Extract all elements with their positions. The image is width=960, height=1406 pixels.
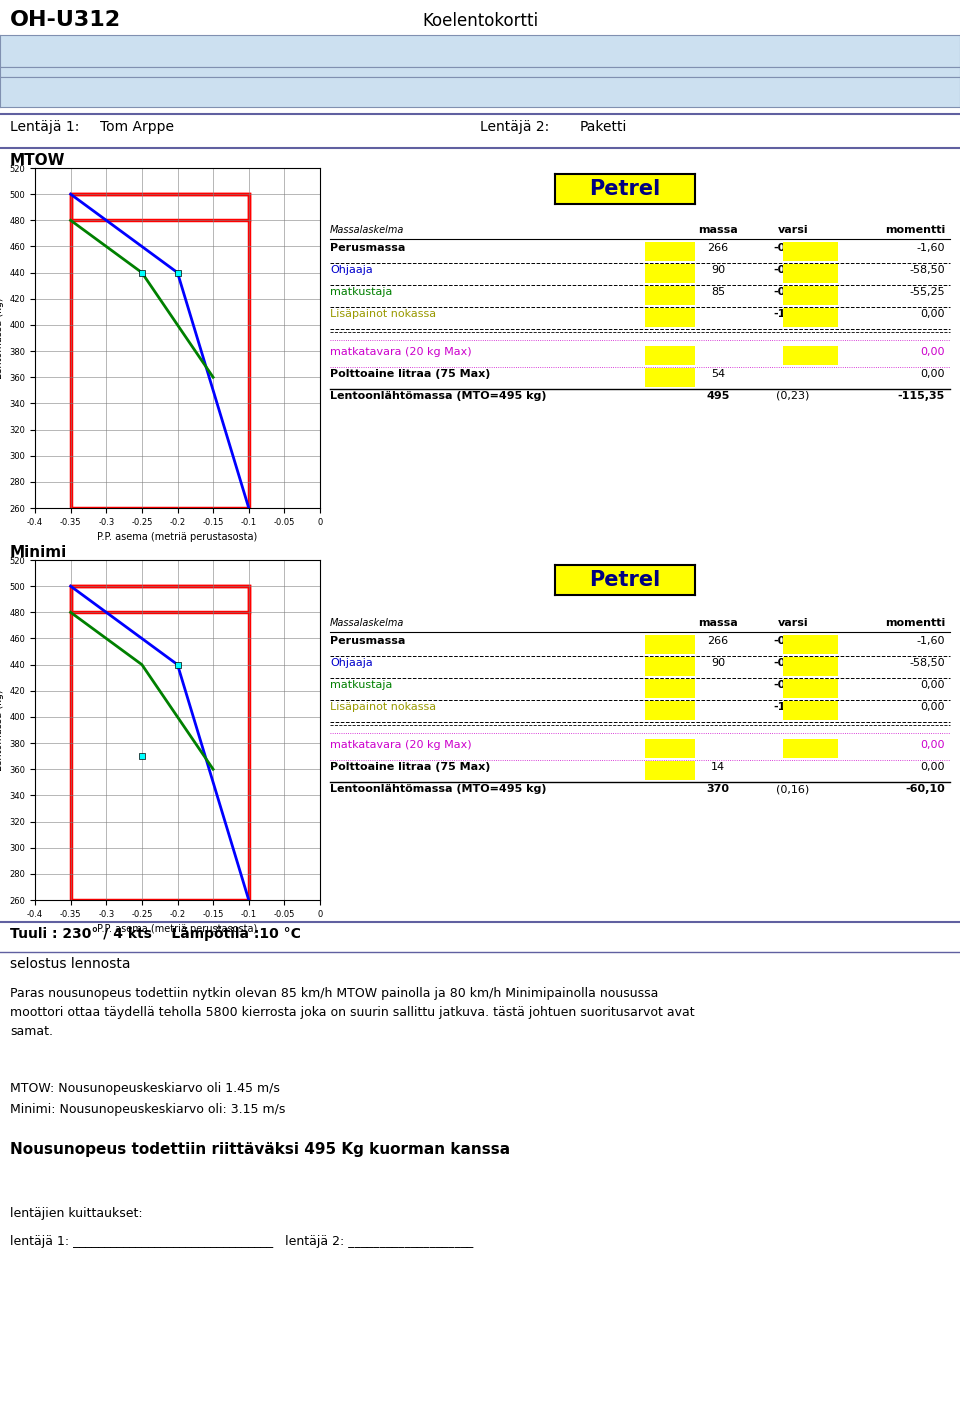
Text: -0,006: -0,006: [773, 636, 813, 645]
Text: Lasku: 17:03: Lasku: 17:03: [560, 83, 660, 97]
X-axis label: P.P. asema (metriä perustasosta): P.P. asema (metriä perustasosta): [97, 924, 257, 934]
Text: -1,60: -1,60: [917, 636, 945, 645]
Text: 0,00: 0,00: [921, 309, 945, 319]
Text: matkatavara (20 kg Max): matkatavara (20 kg Max): [330, 347, 471, 357]
Bar: [71, 194, 249, 221]
Text: Lentäjä 2:: Lentäjä 2:: [480, 120, 549, 134]
Text: -55,25: -55,25: [909, 287, 945, 297]
Text: 14: 14: [711, 762, 725, 772]
Text: -1,60: -1,60: [917, 243, 945, 253]
Text: 370: 370: [707, 785, 730, 794]
Text: 75: 75: [662, 368, 678, 380]
Text: 266: 266: [659, 636, 682, 645]
Text: Polttoaine litraa (75 Max): Polttoaine litraa (75 Max): [330, 762, 491, 772]
Text: Lähtö: 16:31: Lähtö: 16:31: [390, 83, 490, 97]
Bar: [71, 586, 249, 612]
Text: -58,50: -58,50: [909, 264, 945, 276]
Text: Lisäpainot nokassa: Lisäpainot nokassa: [330, 702, 436, 711]
Text: Nro: 9: Nro: 9: [10, 41, 59, 55]
Text: -115,35: -115,35: [898, 391, 945, 401]
Text: MTOW: MTOW: [10, 153, 65, 167]
Text: matkustaja: matkustaja: [330, 287, 393, 297]
Text: 20: 20: [662, 762, 678, 772]
Text: 266: 266: [708, 243, 729, 253]
Text: selostus lennosta: selostus lennosta: [10, 957, 131, 972]
Text: 54: 54: [711, 368, 725, 380]
Text: matkustaja: matkustaja: [330, 681, 393, 690]
Text: Ohjaaja: Ohjaaja: [330, 264, 372, 276]
Text: varsi: varsi: [778, 225, 808, 235]
Text: Lentäjä 1:: Lentäjä 1:: [10, 120, 80, 134]
Text: -0,650: -0,650: [773, 681, 813, 690]
Text: (0,16): (0,16): [777, 785, 809, 794]
Text: pvm: 01.10.08: pvm: 01.10.08: [838, 41, 950, 55]
Text: 90: 90: [662, 264, 678, 276]
Text: Nousunopeus todettiin riittäväksi 495 Kg kuorman kanssa: Nousunopeus todettiin riittäväksi 495 Kg…: [10, 1142, 510, 1157]
X-axis label: P.P. asema (metriä perustasosta): P.P. asema (metriä perustasosta): [97, 533, 257, 543]
Text: Petrel: Petrel: [589, 179, 660, 200]
Text: (0,23): (0,23): [777, 391, 809, 401]
Text: -0,006: -0,006: [773, 243, 813, 253]
Text: Tom Arppe: Tom Arppe: [100, 120, 174, 134]
Text: -60,10: -60,10: [905, 785, 945, 794]
Text: Polttoaine litraa (75 Max): Polttoaine litraa (75 Max): [330, 368, 491, 380]
Text: 90: 90: [711, 658, 725, 668]
Text: 266: 266: [659, 243, 682, 253]
Bar: [71, 586, 249, 900]
Text: 0,00: 0,00: [921, 681, 945, 690]
Text: Lentopaikka: EFNU: Lentopaikka: EFNU: [10, 83, 158, 97]
Text: momentti: momentti: [885, 225, 945, 235]
Text: 495: 495: [707, 391, 730, 401]
Text: Massalaskelma: Massalaskelma: [330, 225, 404, 235]
Text: Perusmassa: Perusmassa: [330, 243, 405, 253]
Text: 90: 90: [711, 264, 725, 276]
Text: Minimi: Minimi: [10, 546, 67, 560]
Text: 0,00: 0,00: [921, 762, 945, 772]
Text: -0,650: -0,650: [773, 264, 813, 276]
Text: Paras nousunopeus todettiin nytkin olevan 85 km/h MTOW painolla ja 80 km/h Minim: Paras nousunopeus todettiin nytkin oleva…: [10, 987, 695, 1038]
Bar: [71, 194, 249, 508]
Text: matkatavara (20 kg Max): matkatavara (20 kg Max): [330, 740, 471, 749]
Y-axis label: Lentomassa (kg): Lentomassa (kg): [0, 297, 4, 378]
Text: momentti: momentti: [885, 619, 945, 628]
Text: -0,650: -0,650: [773, 658, 813, 668]
Text: Lentoonlähtömassa (MTO=495 kg): Lentoonlähtömassa (MTO=495 kg): [330, 391, 546, 401]
Text: -1,750: -1,750: [773, 702, 813, 711]
Text: 90: 90: [662, 658, 678, 668]
Text: Tuuli : 230° / 4 kts    Lämpötila :10 °C: Tuuli : 230° / 4 kts Lämpötila :10 °C: [10, 927, 300, 941]
Text: -0,650: -0,650: [773, 287, 813, 297]
Text: varsi: varsi: [778, 619, 808, 628]
Text: OH-U312: OH-U312: [10, 10, 121, 30]
Text: 0,00: 0,00: [921, 347, 945, 357]
Text: Ohjaaja: Ohjaaja: [330, 658, 372, 668]
Text: lentäjien kuittaukset:
lentäjä 1: ________________________________   lentäjä 2: : lentäjien kuittaukset: lentäjä 1: ______…: [10, 1206, 473, 1249]
Text: Lentoonlähtömassa (MTO=495 kg): Lentoonlähtömassa (MTO=495 kg): [330, 785, 546, 794]
Text: 0,00: 0,00: [921, 368, 945, 380]
Text: 0,00: 0,00: [921, 740, 945, 749]
Text: -1,750: -1,750: [773, 309, 813, 319]
Y-axis label: Lentomassa (kg): Lentomassa (kg): [0, 689, 4, 770]
Text: Paketti: Paketti: [580, 120, 628, 134]
Text: massa: massa: [698, 619, 738, 628]
Text: Petrel: Petrel: [589, 569, 660, 591]
Text: Aihe: Nousu Suurimalla jatkuvalla teholla (5800 rpm): Aihe: Nousu Suurimalla jatkuvalla teholl…: [140, 41, 557, 55]
Text: 266: 266: [708, 636, 729, 645]
Text: -58,50: -58,50: [909, 658, 945, 668]
Text: massa: massa: [698, 225, 738, 235]
Text: Lisäpainot nokassa: Lisäpainot nokassa: [330, 309, 436, 319]
Text: Kiitorata: 22/04: Kiitorata: 22/04: [220, 83, 343, 97]
Text: Massalaskelma: Massalaskelma: [330, 619, 404, 628]
Text: Koelentokortti: Koelentokortti: [422, 13, 538, 30]
Text: 85: 85: [711, 287, 725, 297]
Text: 85: 85: [662, 287, 678, 297]
Text: 0,00: 0,00: [921, 702, 945, 711]
Text: MTOW: Nousunopeuskeskiarvo oli 1.45 m/s
Minimi: Nousunopeuskeskiarvo oli: 3.15 m: MTOW: Nousunopeuskeskiarvo oli 1.45 m/s …: [10, 1083, 285, 1116]
Text: Perusmassa: Perusmassa: [330, 636, 405, 645]
